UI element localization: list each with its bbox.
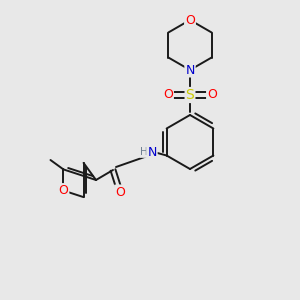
Text: O: O (58, 184, 68, 197)
Text: H: H (140, 147, 148, 157)
Text: O: O (207, 88, 217, 101)
Text: S: S (186, 88, 194, 102)
Text: N: N (147, 146, 157, 158)
Text: O: O (185, 14, 195, 26)
Text: O: O (163, 88, 173, 101)
Text: O: O (115, 185, 125, 199)
Text: N: N (185, 64, 195, 76)
